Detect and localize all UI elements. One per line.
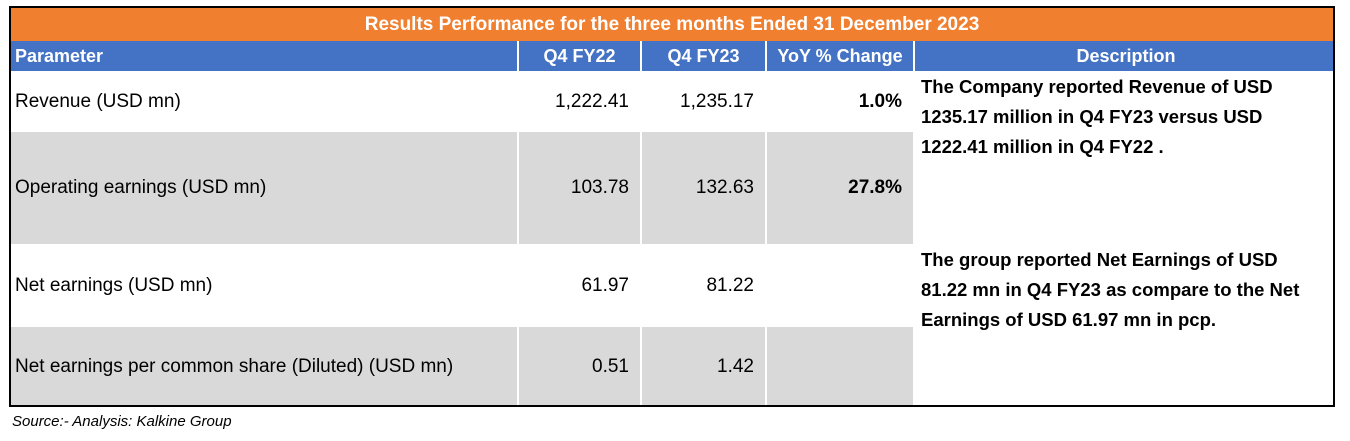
- header-q4fy23: Q4 FY23: [642, 41, 765, 71]
- row-net-earnings-yoy: [767, 244, 913, 327]
- row-eps-yoy: [767, 327, 913, 405]
- row-revenue-parameter: Revenue (USD mn): [15, 90, 181, 112]
- row-eps-q4fy23: 1.42: [642, 327, 765, 405]
- header-parameter: Parameter: [11, 41, 517, 71]
- row-operating-parameter: Operating earnings (USD mn): [11, 132, 517, 244]
- row-operating-q4fy23: 132.63: [642, 132, 765, 244]
- table-title: Results Performance for the three months…: [11, 8, 1333, 41]
- revenue-description-line: 1222.41 million in Q4 FY22 .: [921, 136, 1164, 157]
- net-earnings-description-line: Earnings of USD 61.97 mn in pcp.: [921, 309, 1217, 330]
- source-note: Source:- Analysis: Kalkine Group: [12, 413, 232, 430]
- row-revenue-q4fy22: 1,222.41: [555, 90, 629, 112]
- row-revenue-yoy: 1.0%: [858, 90, 902, 112]
- header-description: Description: [915, 41, 1333, 71]
- row-net-earnings-parameter: Net earnings (USD mn): [15, 274, 213, 296]
- header-yoy: YoY % Change: [767, 41, 913, 71]
- row-operating-q4fy22: 103.78: [519, 132, 640, 244]
- net-earnings-description: The group reported Net Earnings of USD 8…: [921, 245, 1299, 335]
- revenue-description: The Company reported Revenue of USD 1235…: [921, 72, 1273, 162]
- revenue-description-line: 1235.17 million in Q4 FY23 versus USD: [921, 106, 1263, 127]
- row-eps-q4fy22: 0.51: [519, 327, 640, 405]
- revenue-description-line: The Company reported Revenue of USD: [921, 76, 1273, 97]
- row-operating-yoy: 27.8%: [767, 132, 913, 244]
- row-net-earnings-q4fy22: 61.97: [581, 274, 629, 296]
- row-eps-parameter: Net earnings per common share (Diluted) …: [11, 327, 517, 405]
- net-earnings-description-line: The group reported Net Earnings of USD: [921, 249, 1278, 270]
- results-table: Results Performance for the three months…: [9, 6, 1335, 407]
- net-earnings-description-line: 81.22 mn in Q4 FY23 as compare to the Ne…: [921, 279, 1300, 300]
- row-revenue-q4fy23: 1,235.17: [680, 90, 754, 112]
- header-q4fy22: Q4 FY22: [519, 41, 640, 71]
- row-net-earnings-q4fy23: 81.22: [706, 274, 754, 296]
